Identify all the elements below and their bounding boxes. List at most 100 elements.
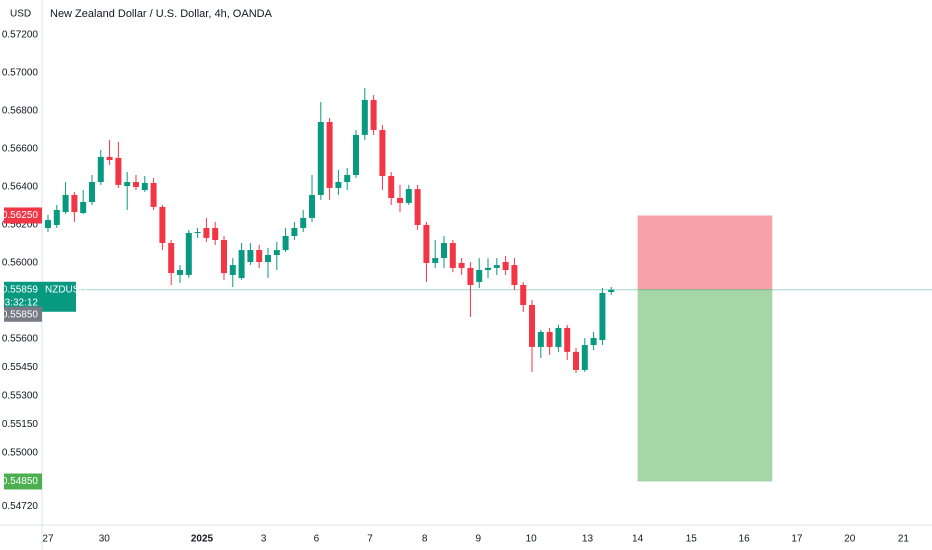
candle-body [485,267,492,271]
candle-body [317,121,324,195]
candle-body [88,182,95,202]
x-tick-label: 7 [367,534,373,545]
candle-body [124,182,131,187]
candle-body [564,327,571,352]
x-tick-label: 14 [632,534,644,545]
currency-label: USD [10,9,31,20]
y-tick-label: 0.55600 [2,334,39,345]
x-tick-label: 13 [582,534,594,545]
candle-body [361,99,368,135]
candle-body [194,232,201,234]
y-tick-label: 0.56400 [2,182,39,193]
candle-body [185,232,192,275]
stop-price-label: 0.56250 [2,210,39,221]
candle-body [62,194,69,213]
candle-body [590,338,597,346]
target-price-box [4,473,42,490]
candle-body [502,262,509,271]
candle-body [493,265,500,268]
prev-price-box [4,306,42,322]
candle-body [106,156,113,160]
y-tick-label: 0.57000 [2,68,39,79]
stop-price-box [4,207,42,224]
candle-body [150,182,157,207]
candle-body [511,265,518,286]
candle-body [353,134,360,175]
candle-body [44,220,51,229]
candle-body [176,270,183,275]
candle-body [80,201,87,214]
y-tick-label: 0.55300 [2,391,39,402]
y-tick-label: 0.56000 [2,258,39,269]
candle-body [573,351,580,370]
y-tick-label: 0.56200 [2,220,39,231]
candle-body [247,250,254,263]
candle-body [264,254,271,263]
candle-body [405,189,412,203]
countdown-label: 03:32:12 [0,297,38,308]
x-tick-label: 3 [261,534,267,545]
candle-body [520,285,527,305]
candle-body [71,194,78,213]
candle-body [53,209,60,225]
target-price-label: 0.54850 [2,476,39,487]
x-tick-label: 16 [739,534,751,545]
candle-body [238,250,245,278]
candle-body [300,217,307,229]
candle-body [97,156,104,183]
candle-body [537,331,544,347]
chart-title: New Zealand Dollar / U.S. Dollar, 4h, OA… [50,8,273,20]
candle-body [599,292,606,340]
x-tick-label: 15 [686,534,698,545]
x-tick-label: 30 [99,534,111,545]
candle-body [388,175,395,198]
x-tick-label: 2025 [191,534,214,545]
candle-body [529,304,536,347]
candle-body [141,182,148,191]
candle-body [159,206,166,244]
prev-price-label: 0.55850 [2,309,39,320]
last-price-label: 0.55859 [2,284,39,295]
candle-body [344,175,351,183]
y-tick-label: 0.55150 [2,419,39,430]
candle-body [476,270,483,282]
y-tick-label: 0.55000 [2,448,39,459]
candle-body [423,224,430,263]
candle-body [326,121,333,188]
y-tick-label: 0.56800 [2,106,39,117]
x-tick-label: 17 [791,534,803,545]
candle-body [432,258,439,263]
candle-body [608,289,615,293]
y-tick-label: 0.57200 [2,30,39,41]
y-tick-label: 0.56600 [2,144,39,155]
symbol-label: NZDUSD [45,284,87,295]
candle-body [441,243,448,259]
y-tick-label: 0.54720 [2,501,39,512]
candle-body [220,239,227,274]
candle-body [458,262,465,268]
x-tick-label: 8 [422,534,428,545]
candle-body [203,228,210,238]
candle-body [309,194,316,218]
x-tick-label: 21 [898,534,910,545]
candle-body [212,228,219,240]
x-tick-label: 9 [476,534,482,545]
x-tick-label: 20 [844,534,856,545]
x-tick-label: 10 [526,534,538,545]
candle-body [335,182,342,188]
candle-body [273,250,280,255]
candle-body [291,228,298,236]
plot-area [42,87,932,482]
candle-body [132,182,139,187]
candle-body [546,331,553,347]
x-tick-label: 27 [42,534,54,545]
candle-body [467,267,474,286]
candle-body [379,129,386,176]
stop-zone [637,215,773,290]
y-tick-label: 0.55450 [2,362,39,373]
candle-body [397,197,404,203]
candle-body [555,327,562,347]
candle-body [414,189,421,225]
